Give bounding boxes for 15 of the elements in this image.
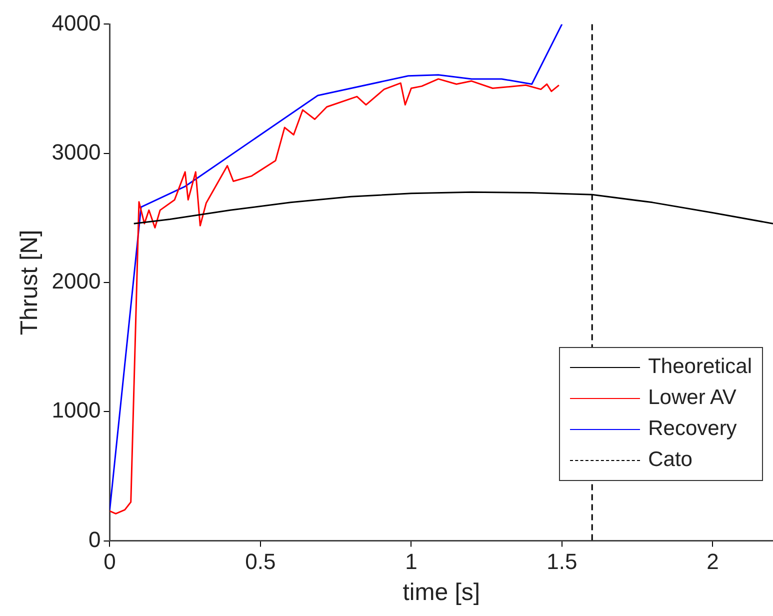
y-tick-label: 4000 (52, 10, 101, 36)
x-tick-label: 1.5 (546, 549, 578, 574)
legend-label: Theoretical (648, 355, 752, 380)
y-tick-label: 1000 (52, 398, 101, 423)
y-axis-title: Thrust [N] (16, 230, 44, 336)
x-tick-label: 1 (405, 549, 418, 574)
legend-label: Lower AV (648, 386, 736, 410)
legend-label: Recovery (648, 417, 737, 442)
x-axis-title: time [s] (402, 579, 480, 606)
y-tick-label: 2000 (52, 268, 101, 294)
ref-line-label: Cato (648, 448, 692, 472)
y-tick-label: 3000 (52, 139, 101, 164)
x-tick-label: 0.5 (245, 549, 276, 574)
y-tick-label: 0 (88, 526, 101, 552)
x-tick-label: 2 (706, 549, 719, 574)
